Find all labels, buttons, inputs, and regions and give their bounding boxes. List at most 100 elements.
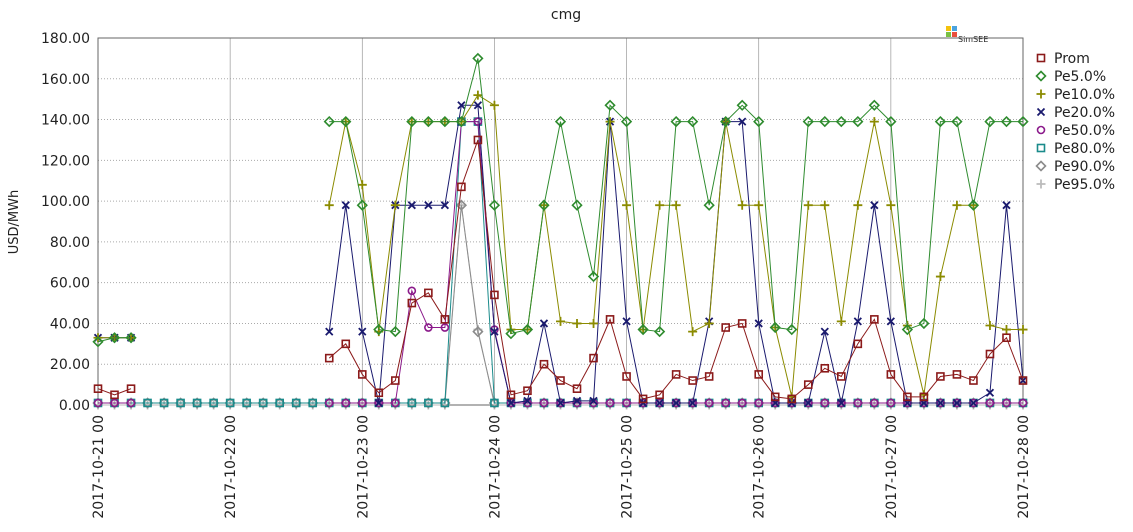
point: [1017, 115, 1029, 128]
x-tick-label: 2017-10-24 00: [487, 415, 503, 519]
point: [1018, 325, 1028, 335]
logo-square: [946, 26, 951, 31]
point: [622, 200, 632, 210]
point: [192, 398, 202, 408]
point: [357, 180, 367, 190]
point: [736, 99, 748, 111]
point: [786, 323, 798, 336]
legend-marker: [1035, 160, 1047, 172]
point: [984, 115, 996, 128]
x-tick-label: 2017-10-27 00: [884, 415, 900, 519]
point: [440, 315, 450, 324]
point: [490, 327, 499, 336]
point: [505, 328, 517, 340]
legend-marker: [1035, 70, 1047, 82]
point: [1018, 376, 1028, 385]
point: [473, 90, 483, 100]
point: [869, 117, 879, 127]
point: [868, 99, 880, 111]
point: [886, 398, 896, 408]
point: [605, 315, 615, 324]
x-tick-label: 2017-10-28 00: [1016, 415, 1032, 519]
point: [439, 115, 451, 128]
point: [969, 376, 978, 385]
point: [901, 323, 914, 336]
point: [242, 398, 251, 408]
point: [340, 115, 352, 128]
point: [720, 115, 732, 128]
series-line: [97, 388, 132, 396]
legend-marker: [1036, 53, 1046, 63]
point: [886, 317, 895, 326]
point: [93, 398, 103, 408]
point: [356, 199, 368, 211]
point: [853, 317, 862, 326]
point: [108, 332, 121, 344]
point: [1002, 333, 1011, 343]
point: [934, 115, 947, 128]
y-axis-label: USD/MWh: [7, 190, 22, 254]
point: [802, 115, 814, 128]
point: [373, 323, 385, 336]
point: [490, 290, 499, 300]
point: [754, 370, 764, 379]
point: [622, 317, 631, 326]
point: [554, 115, 567, 128]
point: [622, 372, 631, 381]
point: [110, 390, 119, 400]
point: [159, 398, 169, 408]
y-tick-label: 80.00: [50, 235, 90, 251]
point: [655, 398, 664, 408]
point: [754, 319, 763, 328]
point: [556, 398, 565, 408]
point: [655, 390, 664, 400]
legend-label: Pe50.0%: [1054, 123, 1115, 139]
point: [1002, 201, 1011, 210]
logo-square: [946, 32, 951, 37]
legend-label: Pe5.0%: [1054, 69, 1106, 85]
point: [688, 398, 697, 408]
legend-marker: [1036, 89, 1046, 99]
point: [571, 199, 583, 211]
logo-text: SimSEE: [958, 35, 988, 44]
point: [424, 323, 433, 332]
point: [837, 372, 846, 381]
point: [523, 396, 532, 406]
point: [903, 392, 912, 402]
point: [457, 182, 466, 192]
point: [737, 398, 747, 408]
point: [341, 339, 351, 349]
x-tick-label: 2017-10-21 00: [91, 415, 107, 519]
point: [324, 200, 334, 210]
point: [936, 398, 945, 408]
point: [455, 115, 468, 128]
point: [422, 115, 434, 128]
logo-square: [952, 32, 957, 37]
point: [110, 398, 119, 408]
point: [572, 398, 582, 408]
point: [753, 115, 765, 128]
point: [589, 318, 599, 328]
point: [835, 115, 847, 128]
logo: SimSEE: [946, 26, 988, 44]
point: [886, 370, 896, 379]
point: [440, 201, 450, 210]
point: [126, 398, 136, 408]
point: [935, 272, 945, 282]
point: [407, 398, 417, 408]
point: [407, 201, 416, 210]
point: [258, 398, 268, 408]
legend-label: Pe95.0%: [1054, 177, 1115, 193]
point: [374, 398, 383, 408]
point: [324, 398, 334, 408]
point: [737, 319, 747, 328]
point: [572, 396, 582, 406]
point: [803, 380, 813, 389]
point: [638, 394, 648, 404]
point: [951, 115, 963, 128]
point: [390, 200, 400, 210]
point: [275, 398, 284, 408]
point: [820, 200, 830, 210]
point: [587, 270, 600, 283]
